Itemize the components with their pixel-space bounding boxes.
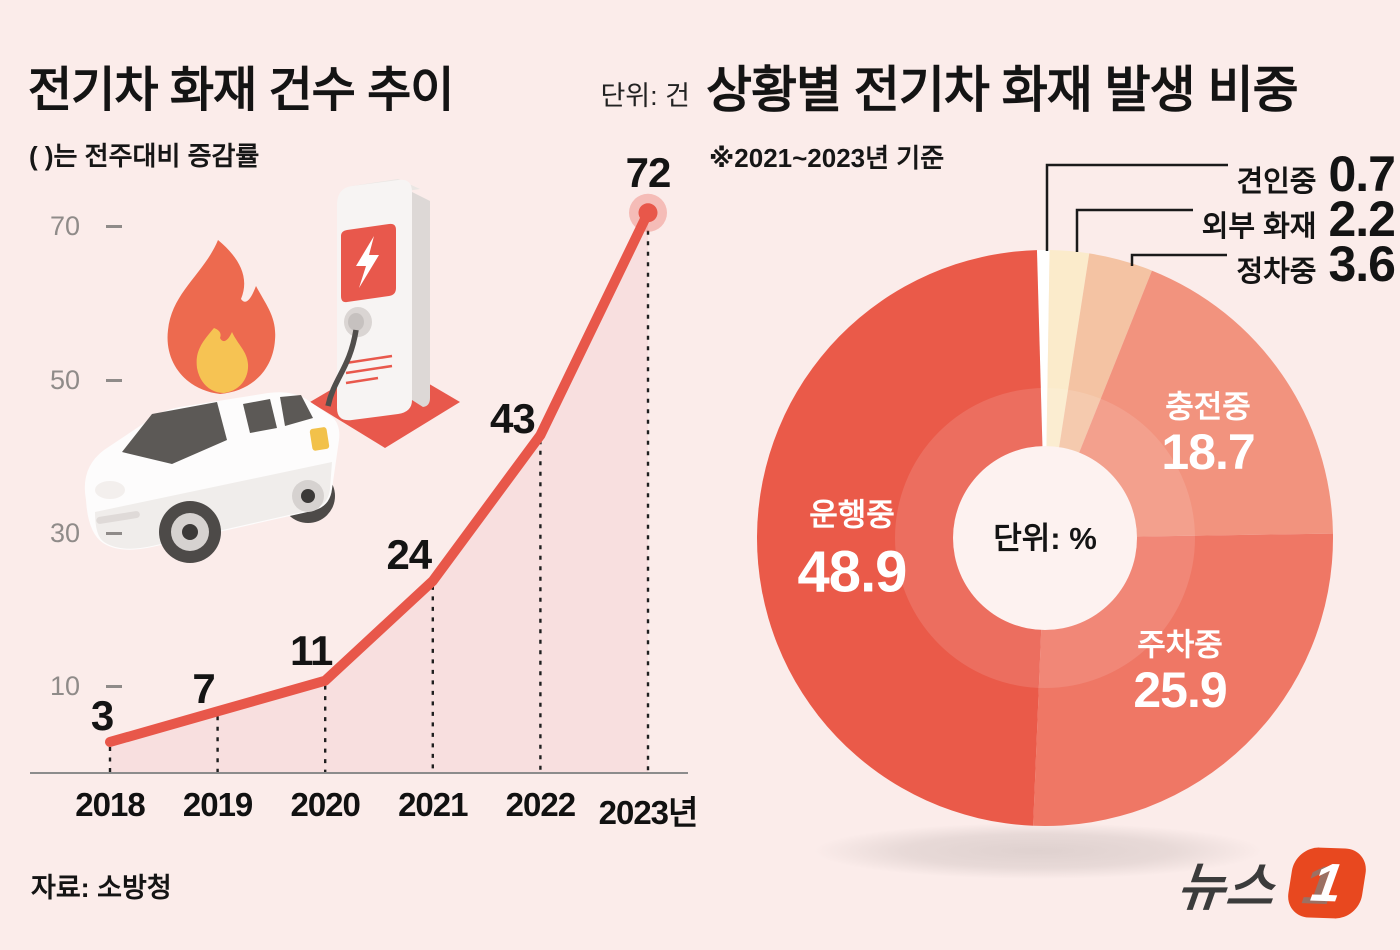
- donut-inner-ring: [895, 388, 1195, 688]
- donut-slice-0: [1036, 250, 1050, 538]
- last-point-marker: [638, 203, 658, 223]
- news1-logo-text: 뉴스: [1174, 859, 1279, 917]
- donut-unit-label: 단위: %: [993, 521, 1097, 556]
- ev-car: [84, 392, 340, 563]
- point-label-5: 72: [625, 148, 672, 196]
- y-tick-50: 50: [50, 365, 122, 396]
- charging-station: [325, 179, 430, 421]
- callout-row-0: 견인중 0.7: [1236, 145, 1396, 203]
- point-label-2: 11: [289, 626, 333, 674]
- news1-logo-number: 1: [1307, 851, 1347, 914]
- left-chart-title: 전기차 화재 건수 추이: [28, 64, 454, 117]
- windshield: [122, 402, 227, 464]
- x-label-1: 2019: [182, 786, 253, 823]
- donut-slice-5: [756, 250, 1045, 826]
- left-chart-note: ( )는 전주대비 증감률: [29, 141, 260, 171]
- right-chart-note: ※2021~2023년 기준: [709, 143, 945, 173]
- y-tick-value: 30: [50, 517, 81, 548]
- donut-slice-3: [1045, 270, 1333, 538]
- x-label-4: 2022: [505, 786, 576, 823]
- point-label-0: 3: [90, 691, 114, 739]
- charging-cable: [325, 329, 359, 407]
- callout-name: 정차중: [1236, 256, 1317, 288]
- y-tick-value: 10: [50, 671, 81, 702]
- x-label-3: 2021: [398, 786, 468, 823]
- x-label-0: 2018: [75, 786, 145, 823]
- news1-logo-badge: 1: [1284, 846, 1370, 919]
- y-tick-30: 30: [50, 518, 122, 549]
- donut-slice-4: [1033, 533, 1333, 826]
- callout-value: 0.7: [1328, 146, 1396, 202]
- donut-label-name: 운행중: [809, 497, 895, 533]
- point-label-4: 43: [490, 395, 536, 443]
- y-tick-value: 70: [50, 211, 81, 242]
- source-label: 자료: 소방청: [31, 873, 172, 903]
- y-tick-70: 70: [50, 211, 122, 242]
- callout-value: 2.2: [1328, 191, 1396, 247]
- y-tick-dash: [106, 685, 122, 689]
- donut-shadow: [814, 823, 1262, 879]
- y-tick-dash: [106, 225, 122, 229]
- callout-leader-lines: [1045, 163, 1228, 266]
- callout-name: 외부 화재: [1201, 211, 1317, 243]
- right-chart-title: 상황별 전기차 화재 발생 비중: [706, 62, 1299, 118]
- news1-logo: 뉴스 1: [1174, 845, 1370, 920]
- callout-row-2: 정차중 3.6: [1236, 235, 1396, 293]
- line-chart-area-fill: [110, 212, 648, 773]
- y-tick-dash: [106, 531, 122, 535]
- burning-ev-illustration: [84, 179, 460, 563]
- donut-label-value: 18.7: [1161, 424, 1255, 480]
- callout-line-1: [1075, 208, 1193, 252]
- flame-icon: [167, 240, 276, 394]
- callout-row-1: 외부 화재 2.2: [1201, 190, 1396, 248]
- y-tick-value: 50: [50, 364, 81, 395]
- point-label-1: 7: [192, 665, 215, 713]
- point-label-3: 24: [386, 530, 432, 578]
- charger-text-lines: [345, 354, 393, 385]
- donut-label-name: 주차중: [1137, 627, 1223, 663]
- donut-hole: [953, 446, 1137, 630]
- line-series: [105, 207, 653, 747]
- y-tick-10: 10: [50, 671, 122, 702]
- lightning-bolt-icon: [356, 236, 379, 288]
- callout-line-0: [1045, 163, 1228, 251]
- callout-value: 3.6: [1328, 236, 1396, 292]
- donut-label-name: 충전중: [1165, 389, 1251, 425]
- line-chart: [30, 193, 688, 774]
- donut-label-value: 25.9: [1133, 662, 1227, 718]
- y-tick-dash: [106, 378, 122, 382]
- callout-name: 견인중: [1236, 166, 1317, 198]
- donut-chart: [756, 250, 1333, 826]
- left-chart-unit-label: 단위: 건: [600, 81, 690, 111]
- x-label-5: 2023년: [598, 794, 699, 831]
- donut-label-value: 48.9: [797, 539, 908, 605]
- x-label-2: 2020: [290, 786, 360, 823]
- callout-line-2: [1130, 253, 1227, 266]
